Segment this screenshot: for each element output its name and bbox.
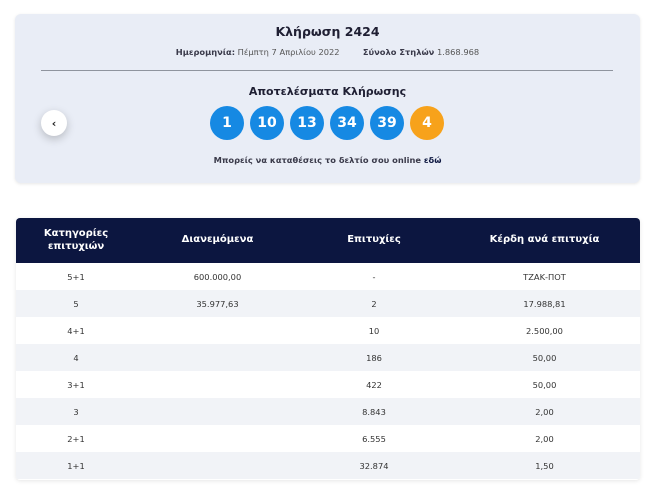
distributed-cell: 35.977,63 (196, 298, 239, 309)
prize-cell: 1,50 (535, 460, 554, 471)
header-distributed: Διανεμόμενα (181, 234, 254, 246)
results-title: Αποτελέσματα Κλήρωσης (248, 85, 407, 98)
distributed-cell: 600.000,00 (193, 271, 242, 282)
prize-cell: 2,00 (535, 433, 554, 444)
winners-cell: 32.874 (359, 460, 389, 471)
date-label: Ημερομηνία: (175, 47, 236, 57)
prize-table: Κατηγορίες επιτυχιών Διανεμόμενα Επιτυχί… (16, 218, 640, 480)
columns-value: 1.868.968 (436, 47, 480, 57)
prize-cell: 17.988,81 (523, 298, 566, 309)
prize-cell: 50,00 (532, 379, 557, 390)
draw-meta: Ημερομηνία: Πέμπτη 7 Απριλίου 2022 Σύνολ… (15, 47, 640, 57)
header-prize: Κέρδη ανά επιτυχία (489, 234, 600, 246)
category-cell: 5 (73, 298, 79, 309)
number-ball: 39 (370, 106, 404, 140)
prize-cell: ΤΖΑΚ-ΠΟΤ (523, 271, 566, 282)
table-row: 2+1 6.555 2,00 (16, 425, 640, 452)
prize-cell: 2,00 (535, 406, 554, 417)
prize-cell: 50,00 (532, 352, 557, 363)
number-ball: 13 (290, 106, 324, 140)
draw-title: Κλήρωση 2424 (275, 24, 380, 39)
chevron-left-icon: ‹ (51, 116, 57, 130)
number-ball: 1 (210, 106, 244, 140)
category-cell: 5+1 (67, 271, 85, 282)
winning-numbers: 1 10 13 34 39 4 (210, 106, 450, 140)
joker-ball: 4 (410, 106, 444, 140)
category-cell: 1+1 (67, 460, 85, 471)
winners-cell: 422 (366, 379, 382, 390)
distributed-cell (136, 371, 299, 398)
category-cell: 3 (73, 406, 79, 417)
header-winners: Επιτυχίες (347, 234, 401, 246)
distributed-cell (136, 398, 299, 425)
table-row: 4 186 50,00 (16, 344, 640, 371)
distributed-cell (136, 317, 299, 344)
table-row: 3+1 422 50,00 (16, 371, 640, 398)
online-note-text: Μπορείς να καταθέσεις το δελτίο σου onli… (213, 155, 421, 165)
previous-draw-button[interactable]: ‹ (41, 110, 67, 136)
table-row: 1+1 32.874 1,50 (16, 452, 640, 479)
category-cell: 4 (73, 352, 79, 363)
columns-label: Σύνολο Στηλών (362, 47, 435, 57)
winners-cell: 10 (368, 325, 380, 336)
winners-cell: 2 (371, 298, 377, 309)
draw-card: Κλήρωση 2424 Ημερομηνία: Πέμπτη 7 Απριλί… (15, 14, 640, 183)
category-cell: 3+1 (67, 379, 85, 390)
winners-cell: - (372, 271, 376, 282)
date-value: Πέμπτη 7 Απριλίου 2022 (237, 47, 340, 57)
online-note: Μπορείς να καταθέσεις το δελτίο σου onli… (15, 155, 640, 165)
winners-cell: 186 (366, 352, 382, 363)
distributed-cell (136, 344, 299, 371)
table-row: 5 35.977,63 2 17.988,81 (16, 290, 640, 317)
distributed-cell (136, 425, 299, 452)
number-ball: 10 (250, 106, 284, 140)
winners-cell: 6.555 (362, 433, 386, 444)
category-cell: 4+1 (67, 325, 85, 336)
header-categories: Κατηγορίες επιτυχιών (43, 228, 109, 252)
divider (41, 70, 613, 71)
table-row: 4+1 10 2.500,00 (16, 317, 640, 344)
number-ball: 34 (330, 106, 364, 140)
online-link[interactable]: εδώ (423, 155, 442, 165)
prize-cell: 2.500,00 (526, 325, 563, 336)
distributed-cell (136, 452, 299, 479)
winners-cell: 8.843 (362, 406, 386, 417)
table-row: 3 8.843 2,00 (16, 398, 640, 425)
table-row: 5+1 600.000,00 - ΤΖΑΚ-ΠΟΤ (16, 263, 640, 290)
table-header: Κατηγορίες επιτυχιών Διανεμόμενα Επιτυχί… (16, 218, 640, 263)
category-cell: 2+1 (67, 433, 85, 444)
